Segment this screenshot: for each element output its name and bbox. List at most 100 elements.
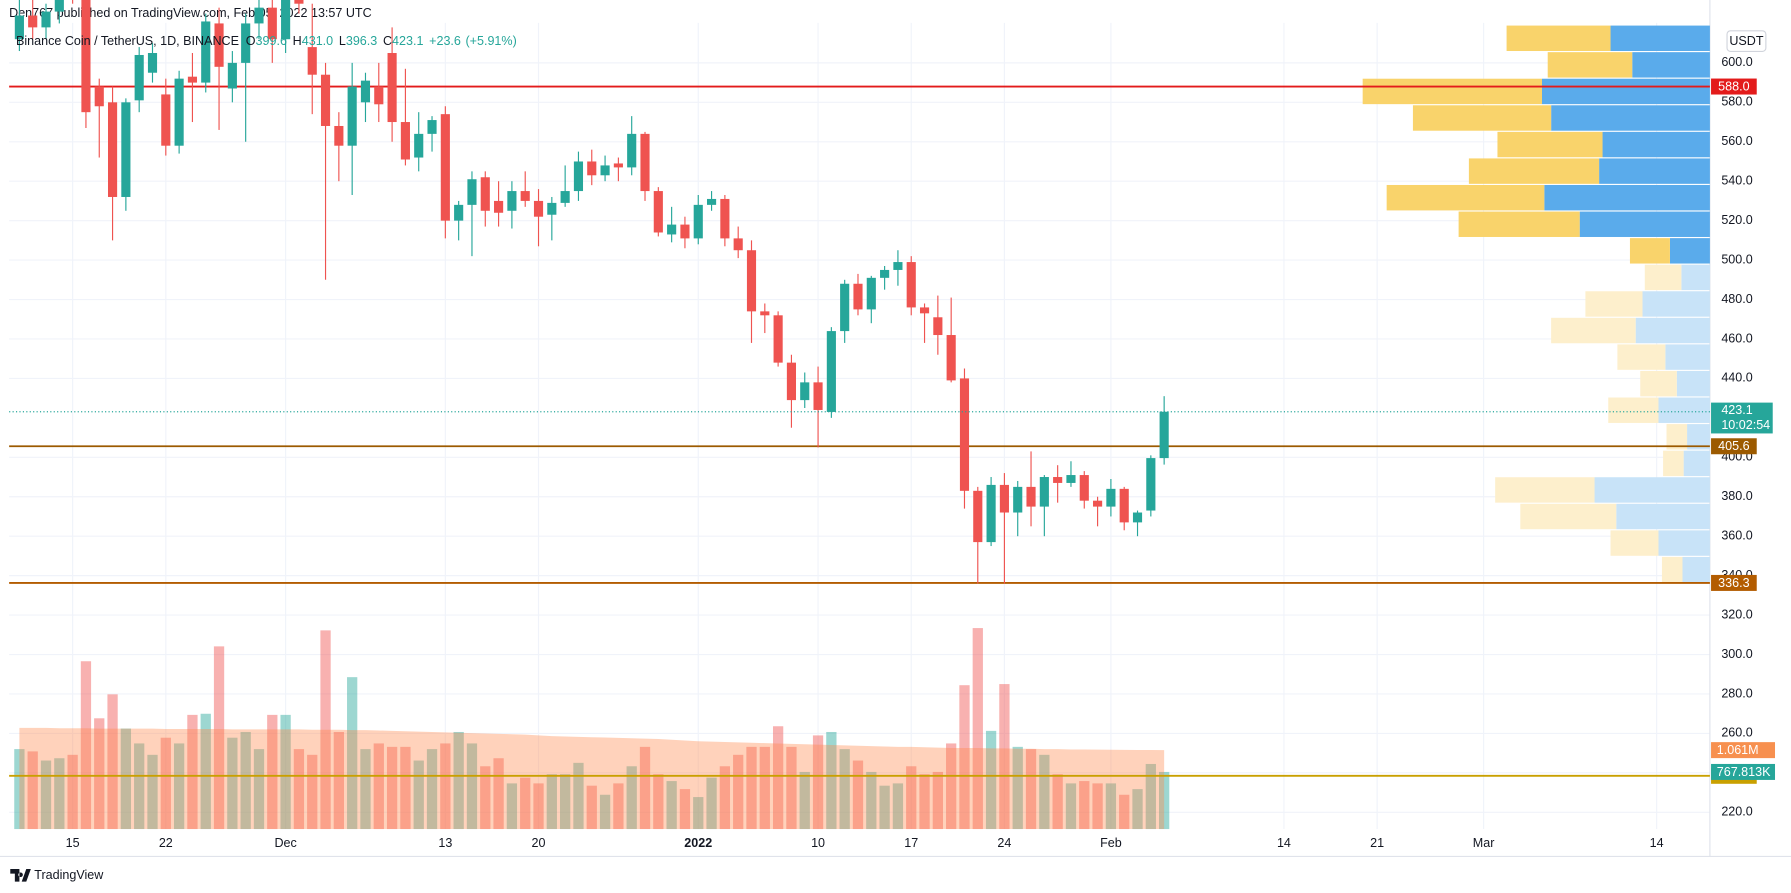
candle-body: [467, 179, 477, 205]
profile-up: [1608, 397, 1659, 423]
volume-bar: [373, 743, 384, 830]
volume-bar: [999, 684, 1010, 830]
volume-bar: [985, 730, 997, 830]
volume-bar: [267, 714, 278, 830]
profile-down: [1658, 397, 1710, 423]
candle-body: [706, 198, 717, 205]
y-tick-label: 360.0: [1721, 529, 1752, 543]
profile-up: [1495, 477, 1595, 503]
volume-bar: [173, 743, 185, 830]
volume-bar: [772, 726, 784, 830]
candle-body: [94, 86, 104, 107]
profile-down: [1665, 344, 1710, 370]
volume-bar: [1065, 783, 1077, 830]
countdown-label: 10:02:54: [1721, 418, 1770, 432]
legend-value: 396.3: [346, 35, 377, 49]
volume-bar: [946, 743, 957, 830]
profile-up: [1547, 52, 1633, 78]
profile-down: [1632, 52, 1710, 78]
x-tick-label: 10: [811, 836, 825, 850]
volume-bar: [573, 762, 584, 830]
volume-bar: [347, 677, 358, 830]
currency-box: [1726, 30, 1767, 52]
candle-body: [147, 53, 158, 73]
candle-body: [400, 122, 410, 160]
last-price-box: [1711, 402, 1773, 434]
legend-value: 423.1: [392, 35, 423, 49]
candle-body: [1053, 477, 1063, 483]
volume-bar: [546, 774, 557, 830]
profile-up: [1551, 317, 1636, 344]
x-tick-label: Dec: [274, 836, 296, 850]
volume-bar: [812, 735, 824, 830]
volume-bar: [120, 728, 132, 830]
volume-bar: [80, 661, 92, 830]
volume-bar: [1119, 794, 1130, 830]
profile-up: [1617, 344, 1666, 370]
volume-bar: [733, 754, 744, 830]
candle-body: [227, 62, 237, 89]
volume-bar: [413, 760, 424, 830]
candle-body: [1066, 475, 1076, 483]
volume-bar: [147, 754, 158, 830]
volume-bar: [14, 749, 25, 830]
candle-body: [307, 47, 317, 75]
profile-down: [1669, 238, 1710, 264]
candle-body: [121, 102, 131, 197]
profile-down: [1676, 370, 1710, 397]
volume-bar: [1052, 774, 1063, 830]
candle-body: [893, 262, 903, 270]
candle-body: [14, 15, 24, 40]
candle-body: [281, 0, 291, 40]
volume-bar: [493, 758, 504, 830]
volume-bar: [679, 789, 691, 830]
volume-bar: [826, 731, 837, 830]
candle-body: [587, 161, 597, 176]
candle-body: [573, 161, 584, 192]
profile-down: [1602, 131, 1710, 158]
volume-bar: [67, 754, 78, 830]
x-tick-label: 20: [532, 836, 546, 850]
candle-body: [667, 224, 677, 235]
candle-body: [1119, 488, 1129, 523]
y-tick-label: 600.0: [1721, 55, 1752, 69]
profile-up: [1468, 158, 1600, 184]
candle-body: [880, 269, 890, 278]
volume-bar: [799, 771, 810, 830]
volume-bar: [253, 749, 265, 830]
candle-body: [733, 238, 743, 251]
profile-down: [1635, 317, 1710, 344]
price-label-box: [1711, 574, 1757, 591]
volume-bar: [560, 774, 571, 830]
volume-bar: [200, 713, 211, 830]
volume-bar: [240, 731, 251, 830]
profile-down: [1658, 530, 1710, 556]
volume-bar: [932, 771, 943, 830]
x-tick-label: 2022: [684, 836, 712, 850]
y-tick-label: 560.0: [1721, 134, 1752, 148]
profile-down: [1544, 184, 1710, 211]
y-tick-label: 500.0: [1721, 252, 1752, 266]
candle-body: [81, 0, 91, 113]
y-tick-label: 580.0: [1721, 95, 1752, 109]
y-tick-label: 280.0: [1721, 686, 1752, 700]
candle-body: [1146, 458, 1156, 511]
candle-body: [533, 200, 544, 217]
volume-bar: [866, 771, 877, 830]
volume-bar: [746, 746, 757, 830]
profile-up: [1362, 78, 1542, 105]
candle-body: [320, 74, 331, 126]
volume-ma-area: [19, 727, 1165, 830]
volume-bar: [1132, 789, 1143, 830]
x-tick-label: 17: [904, 836, 918, 850]
volume-bar: [786, 746, 797, 830]
candle-body: [454, 204, 464, 221]
profile-up: [1629, 238, 1670, 264]
volume-bar: [706, 777, 717, 830]
candle-body: [334, 125, 344, 146]
profile-up: [1520, 503, 1617, 530]
y-tick-label: 220.0: [1721, 805, 1752, 819]
y-tick-label: 540.0: [1721, 174, 1752, 188]
profile-up: [1644, 264, 1682, 291]
